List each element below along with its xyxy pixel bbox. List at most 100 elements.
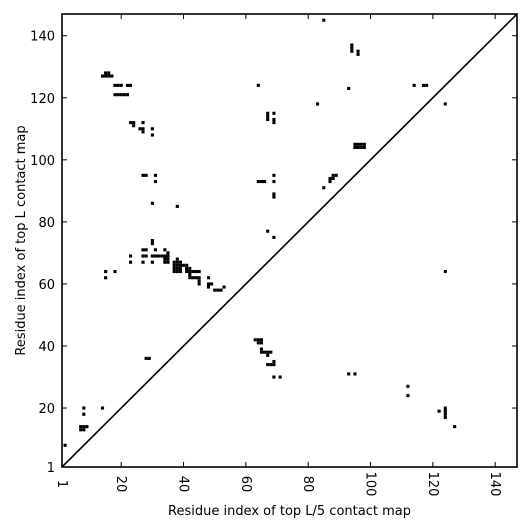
contact-cell-upper — [347, 86, 351, 91]
contact-cell-upper — [172, 266, 176, 270]
contact-cell-upper — [163, 260, 167, 264]
contact-cell-upper — [213, 288, 217, 292]
x-tick-label: 140 — [487, 472, 502, 497]
contact-cell-upper — [104, 74, 108, 78]
y-tick-label: 1 — [47, 461, 55, 476]
contact-cell-lower — [443, 415, 447, 419]
contact-cell-upper — [353, 142, 357, 146]
contact-cell-upper — [272, 192, 276, 196]
contact-cell-lower — [82, 412, 86, 416]
contact-cell-upper — [141, 121, 145, 125]
contact-cell-upper — [191, 276, 195, 280]
contact-cell-upper — [129, 121, 133, 125]
contact-cell-upper — [129, 254, 133, 258]
contact-cell-upper — [107, 71, 111, 75]
contact-cell-upper — [210, 282, 214, 286]
x-tick-label: 40 — [176, 476, 191, 493]
contact-cell-lower — [453, 425, 457, 429]
contact-cell-upper — [328, 180, 332, 184]
contact-cell-upper — [350, 43, 354, 47]
contact-cell-upper — [266, 114, 270, 118]
contact-cells — [63, 18, 457, 447]
contact-cell-upper — [141, 127, 145, 131]
contact-cell-upper — [322, 186, 326, 190]
contact-cell-upper — [188, 269, 192, 274]
contact-cell-lower — [266, 353, 270, 357]
contact-cell-upper — [178, 269, 182, 274]
contact-cell-upper — [188, 276, 192, 280]
contact-cell-upper — [166, 254, 170, 258]
contact-cell-lower — [256, 341, 260, 345]
contact-cell-lower — [443, 406, 447, 410]
contact-cell-upper — [157, 254, 161, 258]
contact-cell-upper — [266, 229, 270, 233]
contact-cell-upper — [194, 276, 198, 280]
contact-cell-upper — [206, 276, 211, 280]
contact-cell-upper — [150, 127, 154, 131]
contact-cell-upper — [119, 93, 123, 97]
diagonal-line — [61, 13, 518, 468]
contact-cell-upper — [113, 93, 117, 97]
contact-cell-upper — [166, 260, 170, 264]
contact-cell-lower — [259, 338, 264, 342]
contact-cell-lower — [253, 338, 257, 342]
x-tick-label: 1 — [54, 480, 69, 488]
contact-cell-lower — [272, 363, 276, 367]
x-tick-label: 80 — [300, 476, 315, 493]
x-tick-label: 100 — [363, 472, 378, 497]
contact-cell-upper — [144, 248, 148, 252]
x-axis-label: Residue index of top L/5 contact map — [168, 504, 411, 519]
contact-cell-upper — [266, 111, 270, 115]
contact-cell-upper — [272, 121, 276, 125]
contact-cell-upper — [178, 266, 182, 270]
contact-cell-lower — [256, 338, 260, 342]
contact-cell-upper — [334, 173, 338, 177]
contact-cell-upper — [185, 263, 189, 267]
contact-cell-upper — [122, 93, 126, 97]
contact-cell-upper — [256, 180, 260, 184]
contact-cell-upper — [150, 238, 154, 243]
contact-cell-upper — [150, 254, 154, 258]
contact-cell-lower — [82, 406, 86, 410]
contact-cell-upper — [141, 130, 145, 134]
contact-cell-upper — [129, 260, 133, 264]
contact-cell-lower — [272, 375, 276, 379]
contact-cell-upper — [166, 251, 170, 255]
contact-cell-lower — [259, 347, 264, 351]
contact-cell-upper — [138, 127, 142, 131]
contact-cell-upper — [425, 83, 429, 87]
contact-cell-lower — [269, 363, 273, 367]
contact-cell-upper — [116, 93, 120, 97]
contact-cell-upper — [144, 173, 148, 177]
contact-cell-upper — [421, 83, 426, 87]
contact-cell-upper — [104, 276, 108, 280]
contact-cell-upper — [197, 276, 201, 280]
contact-cell-upper — [141, 248, 145, 252]
x-tick-label: 120 — [425, 472, 440, 497]
contact-cell-upper — [191, 269, 195, 274]
contact-cell-upper — [362, 145, 366, 149]
contact-cell-upper — [222, 285, 226, 289]
contact-cell-upper — [144, 254, 148, 258]
contact-cell-upper — [163, 254, 167, 258]
contact-cell-lower — [85, 425, 89, 429]
contact-cell-upper — [132, 121, 136, 125]
contact-cell-upper — [160, 254, 164, 258]
contact-cell-upper — [175, 204, 179, 208]
contact-cell-upper — [185, 266, 189, 270]
contact-cell-upper — [197, 282, 201, 286]
contact-cell-upper — [163, 248, 167, 252]
x-tick-label: 60 — [238, 476, 253, 493]
y-tick-label: 60 — [38, 278, 55, 293]
contact-cell-upper — [272, 173, 276, 177]
contact-cell-lower — [406, 394, 410, 398]
contact-cell-upper — [104, 71, 108, 75]
contact-cell-upper — [153, 180, 158, 184]
contact-cell-upper — [219, 288, 223, 292]
contact-cell-upper — [188, 266, 192, 270]
y-tick-label: 140 — [30, 30, 55, 45]
contact-cell-upper — [206, 285, 211, 289]
contact-cell-upper — [412, 83, 416, 87]
contact-cell-upper — [113, 83, 117, 87]
